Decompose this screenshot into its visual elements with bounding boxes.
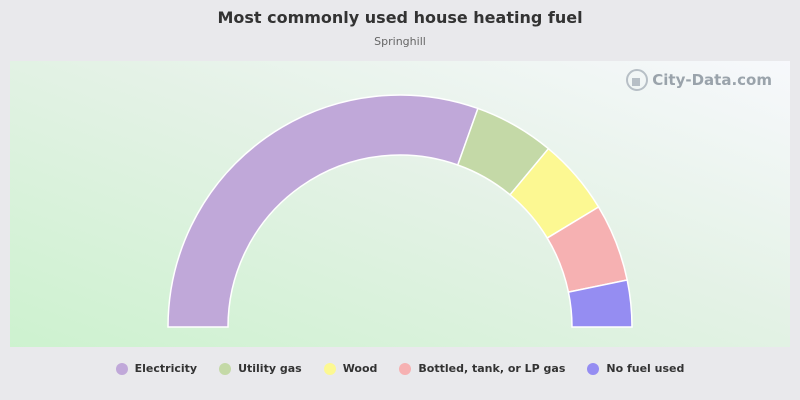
chart-title: Most commonly used house heating fuel	[217, 8, 583, 27]
legend-swatch	[115, 362, 128, 375]
legend-item[interactable]: Bottled, tank, or LP gas	[399, 362, 565, 375]
chart-subtitle: Springhill	[374, 35, 426, 48]
watermark-text: City-Data.com	[652, 71, 772, 89]
legend-label: Electricity	[134, 362, 198, 375]
watermark: City-Data.com	[626, 69, 772, 91]
legend-label: Wood	[342, 362, 378, 375]
legend-label: Utility gas	[238, 362, 302, 375]
city-data-logo-icon	[626, 69, 649, 91]
legend-item[interactable]: No fuel used	[587, 362, 684, 375]
legend-swatch	[323, 362, 336, 375]
slice-electricity[interactable]	[167, 94, 479, 328]
legend-label: No fuel used	[606, 362, 685, 375]
legend-label: Bottled, tank, or LP gas	[418, 362, 566, 375]
donut-chart	[167, 94, 633, 328]
plot-area: City-Data.com	[10, 61, 790, 347]
legend-item[interactable]: Wood	[323, 362, 378, 375]
slice-no-fuel-used[interactable]	[567, 279, 633, 328]
legend-swatch	[587, 362, 600, 375]
legend-item[interactable]: Utility gas	[219, 362, 302, 375]
legend-item[interactable]: Electricity	[115, 362, 198, 375]
legend: Electricity Utility gas Wood Bottled, tank,…	[0, 362, 800, 375]
legend-swatch	[219, 362, 232, 375]
legend-swatch	[399, 362, 412, 375]
